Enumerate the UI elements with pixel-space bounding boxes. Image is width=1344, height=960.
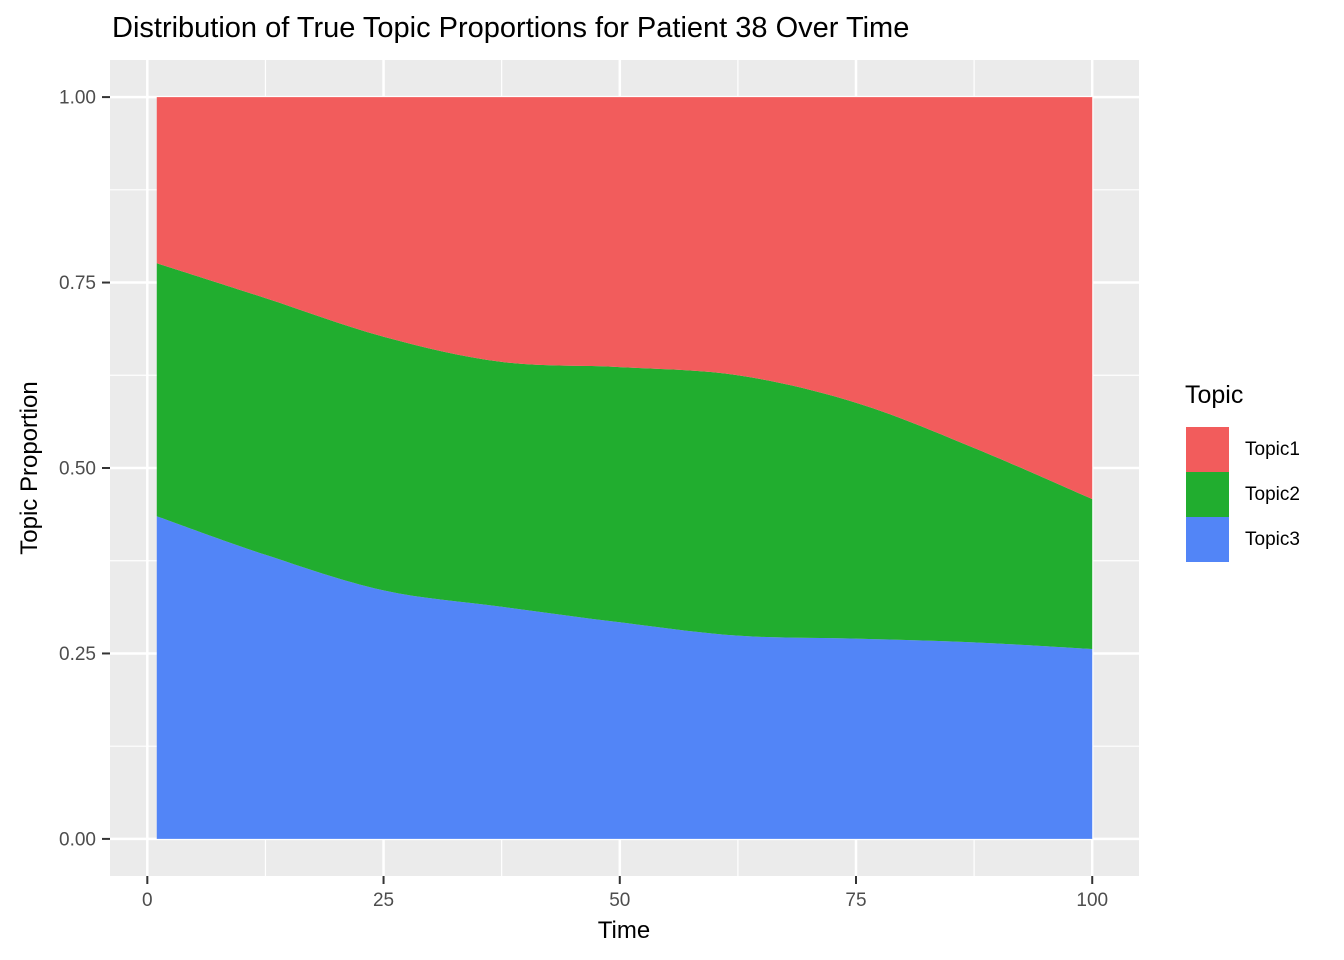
legend-entry-topic2: Topic2 [1186, 472, 1300, 517]
topic2-swatch-icon [1186, 472, 1229, 517]
stacked-areas [156, 97, 1093, 839]
legend-label-topic2: Topic2 [1245, 483, 1300, 505]
tick-labels: 0 25 50 75 100 0.00 0.25 0.50 0.75 1.00 [59, 88, 1108, 911]
x-axis-title: Time [597, 917, 651, 944]
legend-keys: Topic1 Topic2 Topic3 [1186, 427, 1300, 562]
legend: Topic Topic1 Topic2 Topic3 [1185, 381, 1300, 562]
axis-ticks [102, 96, 1094, 884]
x-tick-label: 75 [845, 890, 866, 911]
legend-entry-topic3: Topic3 [1186, 517, 1300, 562]
y-axis-title: Topic Proportion [16, 381, 43, 555]
y-tick-label: 0.25 [59, 644, 96, 665]
area-topic2 [156, 263, 1093, 649]
area-topic3 [156, 516, 1093, 839]
x-tick-label: 50 [609, 890, 630, 911]
x-tick-label: 25 [373, 890, 394, 911]
x-tick-label: 100 [1076, 890, 1108, 911]
legend-label-topic3: Topic3 [1245, 528, 1300, 550]
legend-title: Topic [1185, 381, 1244, 409]
legend-entry-topic1: Topic1 [1186, 427, 1300, 472]
x-tick-label: 0 [142, 890, 153, 911]
y-tick-label: 0.50 [59, 459, 96, 480]
topic3-swatch-icon [1186, 517, 1229, 562]
legend-label-topic1: Topic1 [1245, 438, 1300, 460]
chart-title: Distribution of True Topic Proportions f… [112, 12, 910, 44]
y-tick-label: 0.75 [59, 273, 96, 294]
y-tick-label: 1.00 [59, 88, 96, 109]
area-topic1 [156, 97, 1093, 500]
y-tick-label: 0.00 [59, 829, 96, 850]
topic1-swatch-icon [1186, 427, 1229, 472]
